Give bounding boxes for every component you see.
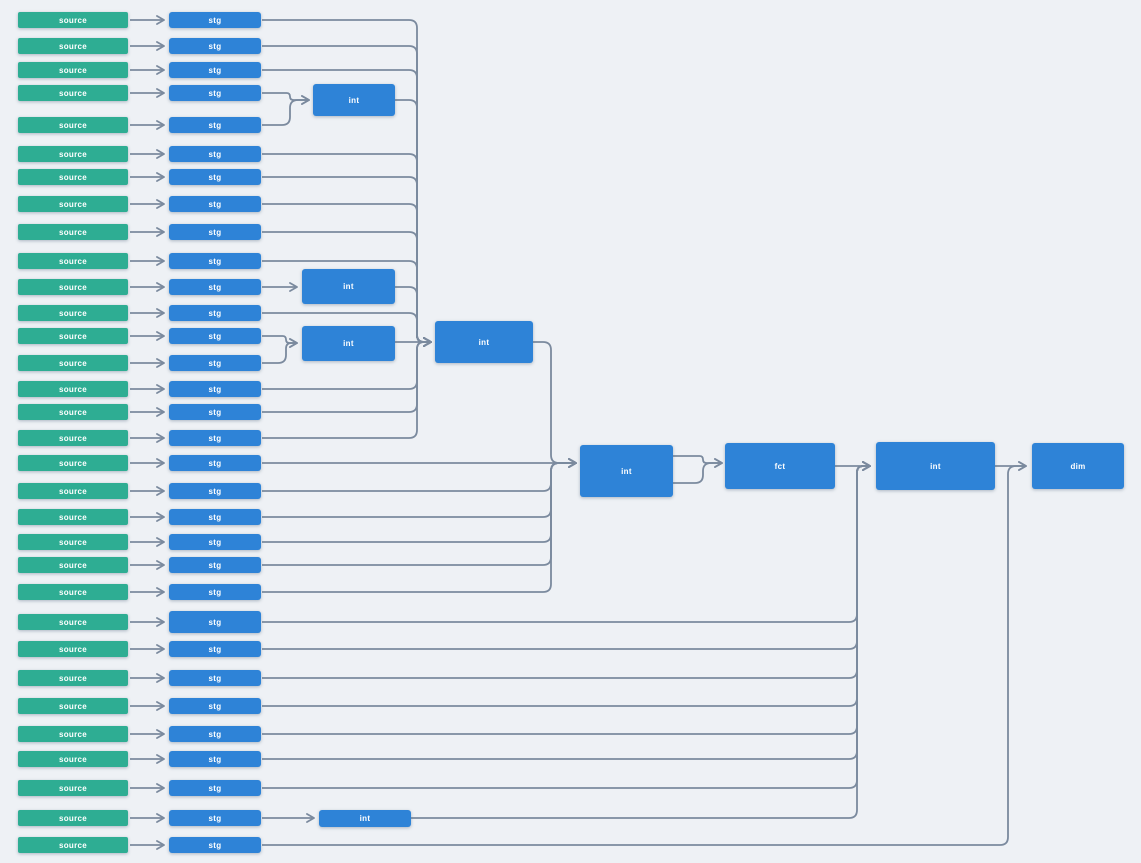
node-stg-3[interactable]: stg — [169, 62, 261, 78]
node-stg-16[interactable]: stg — [169, 404, 261, 420]
node-source-31[interactable]: source — [18, 810, 128, 826]
node-stg-7[interactable]: stg — [169, 169, 261, 185]
node-stg-30[interactable]: stg — [169, 780, 261, 796]
node-source-17[interactable]: source — [18, 430, 128, 446]
edge-stg-27-to-int-f — [262, 461, 871, 707]
node-stg-12[interactable]: stg — [169, 305, 261, 321]
edge-stg-28-to-int-f — [262, 461, 871, 735]
node-source-32[interactable]: source — [18, 837, 128, 853]
node-source-1[interactable]: source — [18, 12, 128, 28]
node-stg-22[interactable]: stg — [169, 557, 261, 573]
edge-stg-29-to-int-f — [262, 461, 871, 760]
edge-int-a-to-int-d — [395, 99, 432, 347]
node-source-27[interactable]: source — [18, 698, 128, 714]
node-source-15[interactable]: source — [18, 381, 128, 397]
node-source-24[interactable]: source — [18, 614, 128, 630]
node-stg-31[interactable]: stg — [169, 810, 261, 826]
node-source-7[interactable]: source — [18, 169, 128, 185]
node-stg-29[interactable]: stg — [169, 751, 261, 767]
edge-int-d-to-int-e — [533, 341, 577, 468]
node-stg-21[interactable]: stg — [169, 534, 261, 550]
node-stg-27[interactable]: stg — [169, 698, 261, 714]
edge-stg-24-to-int-f — [262, 461, 871, 623]
edge-stg-13-to-int-c — [262, 335, 298, 348]
node-stg-15[interactable]: stg — [169, 381, 261, 397]
node-source-21[interactable]: source — [18, 534, 128, 550]
edge-stg-26-to-int-f — [262, 461, 871, 679]
node-source-18[interactable]: source — [18, 455, 128, 471]
edge-stg-7-to-int-d — [262, 176, 432, 347]
node-stg-18[interactable]: stg — [169, 455, 261, 471]
node-source-8[interactable]: source — [18, 196, 128, 212]
edge-stg-21-to-int-e — [262, 458, 577, 543]
node-int-c[interactable]: int — [302, 326, 395, 361]
node-source-4[interactable]: source — [18, 85, 128, 101]
node-source-11[interactable]: source — [18, 279, 128, 295]
node-stg-17[interactable]: stg — [169, 430, 261, 446]
node-stg-1[interactable]: stg — [169, 12, 261, 28]
node-stg-13[interactable]: stg — [169, 328, 261, 344]
node-stg-9[interactable]: stg — [169, 224, 261, 240]
node-stg-10[interactable]: stg — [169, 253, 261, 269]
node-stg-25[interactable]: stg — [169, 641, 261, 657]
node-stg-14[interactable]: stg — [169, 355, 261, 371]
node-int-d[interactable]: int — [435, 321, 533, 363]
node-int-a[interactable]: int — [313, 84, 395, 116]
node-source-28[interactable]: source — [18, 726, 128, 742]
edge-stg-4-to-int-a — [262, 92, 310, 105]
node-source-10[interactable]: source — [18, 253, 128, 269]
node-source-20[interactable]: source — [18, 509, 128, 525]
edge-stg-22-to-int-e — [262, 458, 577, 566]
node-int-e[interactable]: int — [580, 445, 673, 497]
edge-stg-5-to-int-a — [262, 95, 310, 126]
node-int-b[interactable]: int — [302, 269, 395, 304]
node-source-19[interactable]: source — [18, 483, 128, 499]
edge-stg-23-to-int-e — [262, 458, 577, 593]
node-source-29[interactable]: source — [18, 751, 128, 767]
edge-int-e-to-fct — [673, 455, 723, 468]
node-stg-20[interactable]: stg — [169, 509, 261, 525]
node-stg-28[interactable]: stg — [169, 726, 261, 742]
node-source-3[interactable]: source — [18, 62, 128, 78]
node-stg-6[interactable]: stg — [169, 146, 261, 162]
node-source-23[interactable]: source — [18, 584, 128, 600]
edge-int-e-to-fct — [673, 458, 723, 484]
edge-stg-30-to-int-f — [262, 461, 871, 789]
node-stg-4[interactable]: stg — [169, 85, 261, 101]
node-source-26[interactable]: source — [18, 670, 128, 686]
node-stg-23[interactable]: stg — [169, 584, 261, 600]
node-source-5[interactable]: source — [18, 117, 128, 133]
node-fct[interactable]: fct — [725, 443, 835, 489]
node-stg-8[interactable]: stg — [169, 196, 261, 212]
node-source-2[interactable]: source — [18, 38, 128, 54]
node-source-9[interactable]: source — [18, 224, 128, 240]
edge-stg-19-to-int-e — [262, 458, 577, 492]
node-source-30[interactable]: source — [18, 780, 128, 796]
node-stg-11[interactable]: stg — [169, 279, 261, 295]
node-source-14[interactable]: source — [18, 355, 128, 371]
node-stg-19[interactable]: stg — [169, 483, 261, 499]
node-source-16[interactable]: source — [18, 404, 128, 420]
edge-stg-32-to-dim — [262, 461, 1027, 846]
edge-stg-20-to-int-e — [262, 458, 577, 518]
node-stg-2[interactable]: stg — [169, 38, 261, 54]
node-int-g[interactable]: int — [319, 810, 411, 827]
node-stg-5[interactable]: stg — [169, 117, 261, 133]
node-dim[interactable]: dim — [1032, 443, 1124, 489]
node-stg-32[interactable]: stg — [169, 837, 261, 853]
node-int-f[interactable]: int — [876, 442, 995, 490]
node-source-12[interactable]: source — [18, 305, 128, 321]
node-source-6[interactable]: source — [18, 146, 128, 162]
node-source-22[interactable]: source — [18, 557, 128, 573]
node-stg-26[interactable]: stg — [169, 670, 261, 686]
node-stg-24[interactable]: stg — [169, 611, 261, 633]
edge-int-g-to-int-f — [411, 461, 871, 819]
edge-stg-14-to-int-c — [262, 338, 298, 364]
node-source-13[interactable]: source — [18, 328, 128, 344]
node-source-25[interactable]: source — [18, 641, 128, 657]
